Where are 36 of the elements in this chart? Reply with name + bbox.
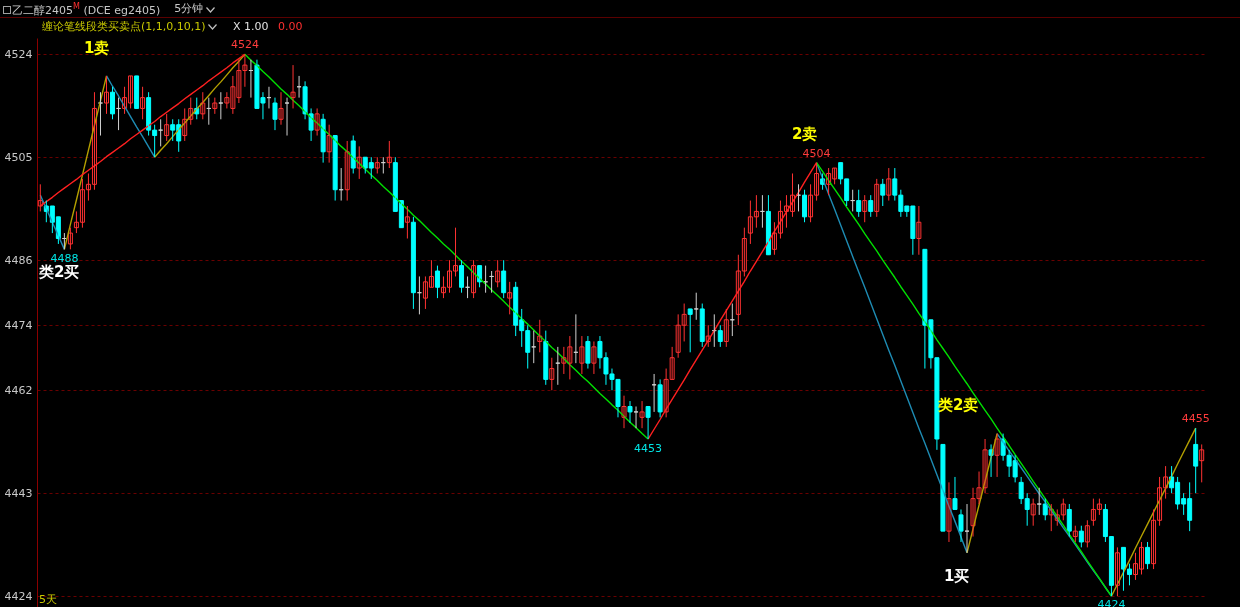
annotation: 4524 [230,38,259,52]
text: 0.00 [278,20,303,33]
candlestick [1030,498,1036,527]
annotation: 1卖 [84,39,110,57]
annotation: 4504 [802,146,831,160]
y-tick-label: 4424 [4,589,33,603]
y-tick-label: 4474 [4,318,33,332]
candlestick [627,400,633,424]
annotation: 1买 [944,567,970,585]
candlestick [374,156,380,174]
y-tick-label: 4524 [4,47,33,61]
candlestick [495,259,501,288]
annotation: 2卖 [792,125,818,143]
candlestick [940,443,946,532]
candlestick [1126,563,1132,586]
candlestick [507,281,513,315]
chart-subtitle: 5分钟 [174,2,204,15]
annotation: 4455 [1181,412,1210,426]
y-tick-label: 4443 [4,486,33,500]
candlestick [404,205,410,239]
annotation: 类2买 [39,263,80,281]
candlestick [639,400,645,429]
y-tick-label: 4486 [4,253,33,267]
annotation: 4453 [634,442,663,456]
text: 缠论笔线段类买卖点(1,1,0,10,1) [42,20,206,33]
candlestick [134,75,140,109]
candlestick [1078,525,1084,548]
chart-title: 乙二醇2405$^{M}$ (DCE eg2405) [12,2,161,17]
annotation: 5天 [39,593,57,606]
y-tick-label: 4462 [4,383,33,397]
annotation: 4488 [50,252,79,266]
candlestick [1072,525,1078,543]
y-tick-label: 4505 [4,150,33,164]
candlestick [212,97,218,115]
candlestick [687,308,693,353]
text: X 1.00 [233,20,269,33]
